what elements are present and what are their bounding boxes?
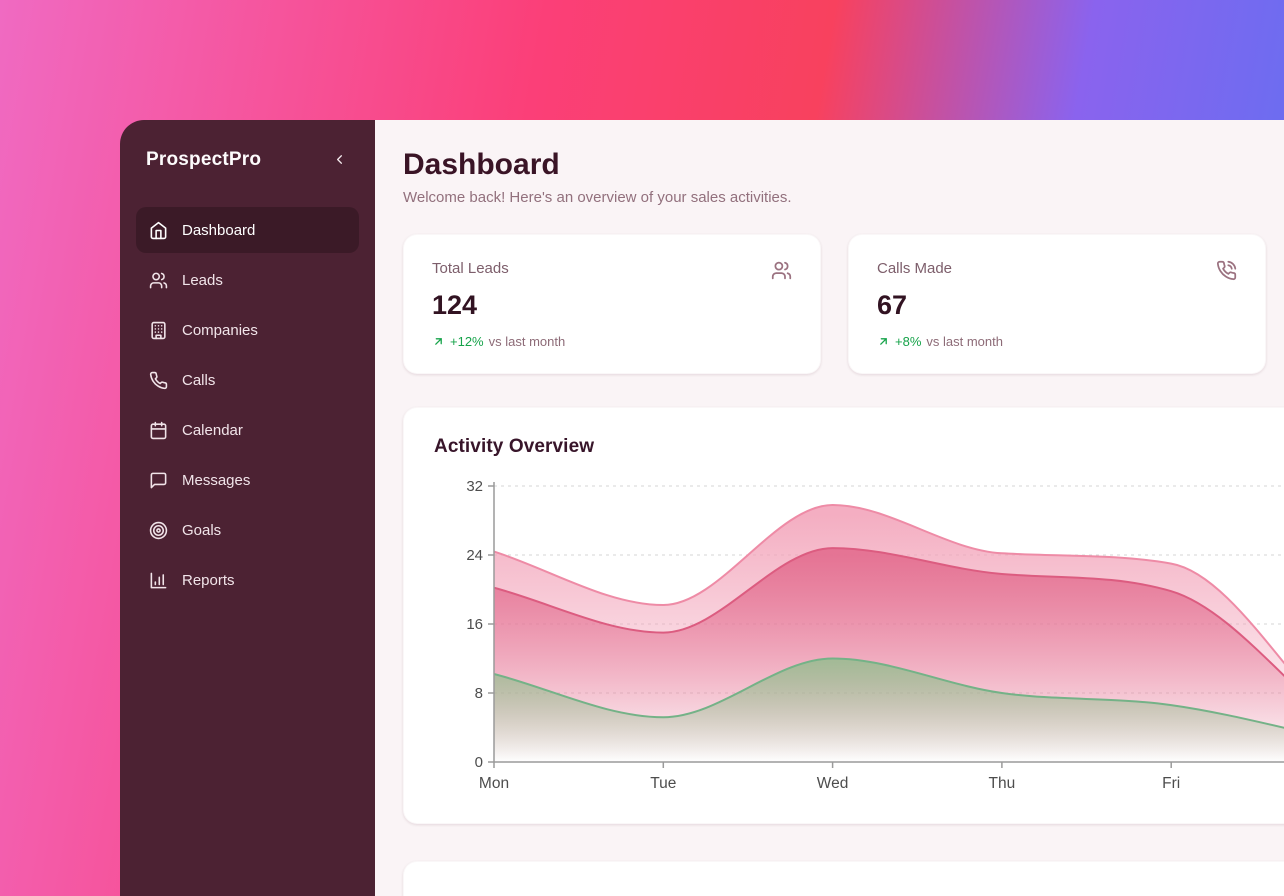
svg-text:Wed: Wed <box>817 775 849 792</box>
svg-text:Thu: Thu <box>989 775 1016 792</box>
sidebar-nav: Dashboard Leads Companies Calls <box>136 207 359 603</box>
sidebar-item-label: Goals <box>182 521 222 539</box>
stat-card-total-leads: Total Leads 124 +12% vs last month <box>403 234 821 374</box>
partial-card <box>403 861 1284 896</box>
chart-title: Activity Overview <box>434 436 595 457</box>
sidebar-item-leads[interactable]: Leads <box>136 257 359 303</box>
home-icon <box>149 221 168 240</box>
svg-text:16: 16 <box>466 616 483 633</box>
svg-text:24: 24 <box>466 547 483 564</box>
activity-overview-card: Activity Overview 0 8 16 24 32 Mon Tue Wed Thu Fr… <box>403 407 1284 824</box>
stats-grid: Total Leads 124 +12% vs last month <box>403 234 1284 374</box>
page-title: Dashboard <box>403 148 560 181</box>
app-window: ProspectPro Dashboard Leads <box>120 120 1284 896</box>
trend-up-icon <box>432 335 445 348</box>
bar-chart-icon <box>149 571 168 590</box>
sidebar: ProspectPro Dashboard Leads <box>120 120 375 896</box>
sidebar-item-goals[interactable]: Goals <box>136 507 359 553</box>
stat-delta: +8% <box>895 334 922 349</box>
svg-text:8: 8 <box>475 685 483 702</box>
sidebar-item-calendar[interactable]: Calendar <box>136 407 359 453</box>
stat-label: Calls Made <box>877 260 953 277</box>
brand-logo: ProspectPro <box>146 148 262 170</box>
stat-card-calls-made: Calls Made 67 +8% vs last month <box>848 234 1266 374</box>
sidebar-collapse-button[interactable] <box>328 148 351 171</box>
sidebar-item-companies[interactable]: Companies <box>136 307 359 353</box>
target-icon <box>149 521 168 540</box>
message-icon <box>149 471 168 490</box>
stat-label: Total Leads <box>432 260 509 277</box>
page-subtitle: Welcome back! Here's an overview of your… <box>403 189 792 206</box>
building-icon <box>149 321 168 340</box>
chevron-left-icon <box>332 152 347 167</box>
sidebar-item-label: Calls <box>182 371 216 389</box>
sidebar-item-label: Leads <box>182 271 223 289</box>
stat-delta-suffix: vs last month <box>488 334 566 349</box>
stat-delta: +12% <box>450 334 484 349</box>
sidebar-item-reports[interactable]: Reports <box>136 557 359 603</box>
sidebar-item-dashboard[interactable]: Dashboard <box>136 207 359 253</box>
sidebar-item-calls[interactable]: Calls <box>136 357 359 403</box>
sidebar-item-label: Messages <box>182 471 251 489</box>
sidebar-item-label: Reports <box>182 571 235 589</box>
activity-area-chart: 0 8 16 24 32 Mon Tue Wed Thu Fri <box>466 478 1284 792</box>
trend-up-icon <box>877 335 890 348</box>
sidebar-item-label: Companies <box>182 321 258 339</box>
users-icon <box>149 271 168 290</box>
svg-text:Mon: Mon <box>479 775 509 792</box>
stat-value: 124 <box>432 290 478 320</box>
sidebar-item-messages[interactable]: Messages <box>136 457 359 503</box>
stat-delta-suffix: vs last month <box>926 334 1003 349</box>
svg-text:Tue: Tue <box>650 775 676 792</box>
stat-value: 67 <box>877 290 908 320</box>
sidebar-item-label: Calendar <box>182 421 243 439</box>
phone-call-icon <box>1216 260 1237 281</box>
calendar-icon <box>149 421 168 440</box>
svg-text:0: 0 <box>475 754 483 771</box>
users-icon <box>771 260 792 281</box>
svg-text:Fri: Fri <box>1162 775 1180 792</box>
svg-text:32: 32 <box>466 478 483 495</box>
main-content: Dashboard Welcome back! Here's an overvi… <box>375 120 1284 896</box>
phone-icon <box>149 371 168 390</box>
sidebar-header: ProspectPro <box>136 146 359 171</box>
sidebar-item-label: Dashboard <box>182 221 256 239</box>
